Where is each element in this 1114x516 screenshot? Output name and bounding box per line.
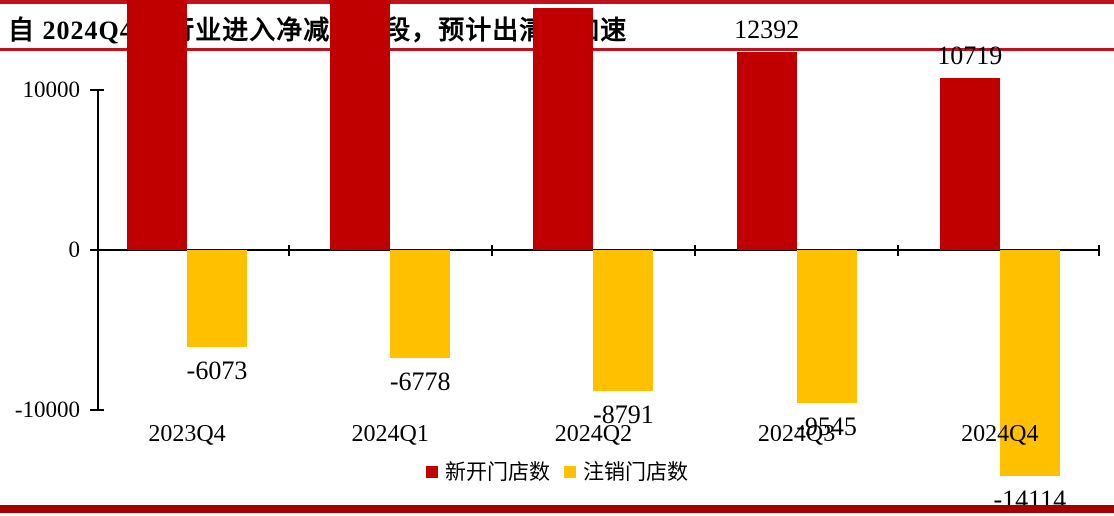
positive-bar: [330, 0, 391, 250]
top-rule: [0, 0, 1114, 4]
legend-label: 新开门店数: [445, 460, 550, 484]
positive-data-label: 10719: [937, 41, 1003, 71]
category-boundary-tick: [897, 245, 900, 256]
negative-bar: [999, 250, 1060, 476]
page-title: 自 2024Q4 起行业进入净减少阶段，预计出清将加速: [8, 16, 628, 45]
negative-data-label: -9545: [796, 411, 857, 441]
legend-item: 新开门店数: [426, 460, 550, 484]
bottom-rule: [0, 505, 1114, 513]
negative-data-label: -6778: [389, 367, 451, 397]
negative-data-label: -8791: [593, 399, 654, 429]
legend-item: 注销门店数: [564, 460, 688, 484]
positive-bar: [939, 78, 1000, 250]
y-axis-tick-label: 0: [68, 237, 81, 262]
category-axis-label: 2024Q4: [961, 421, 1039, 447]
legend-swatch-icon: [564, 466, 576, 478]
negative-bar: [796, 250, 857, 403]
y-axis-tick: [90, 89, 104, 91]
legend-label: 注销门店数: [583, 460, 688, 484]
negative-bar: [187, 250, 247, 348]
positive-data-label: 15113: [531, 0, 595, 1]
category-boundary-tick: [694, 245, 696, 256]
positive-data-label: 12392: [734, 14, 800, 44]
y-axis-tick-label: 10000: [22, 77, 81, 102]
category-boundary-tick: [490, 245, 493, 256]
y-axis-tick-label: -10000: [14, 397, 80, 422]
category-boundary-tick: [287, 245, 290, 256]
chart-legend: 新开门店数 注销门店数: [0, 459, 1114, 485]
y-axis-tick: [90, 249, 104, 251]
category-axis-label: 2024Q2: [554, 421, 633, 447]
category-axis-label: 2023Q4: [148, 421, 226, 447]
negative-data-label: -6073: [186, 356, 248, 386]
positive-bar: [127, 0, 187, 250]
negative-bar: [390, 250, 451, 359]
category-axis-label: 2024Q1: [351, 421, 429, 447]
category-axis-label: 2024Q3: [757, 421, 836, 447]
positive-bar: [736, 51, 797, 250]
legend-swatch-icon: [426, 466, 438, 478]
positive-bar: [533, 8, 594, 250]
y-axis-tick: [90, 409, 104, 411]
category-boundary-tick: [1098, 245, 1100, 256]
negative-bar: [593, 250, 654, 391]
